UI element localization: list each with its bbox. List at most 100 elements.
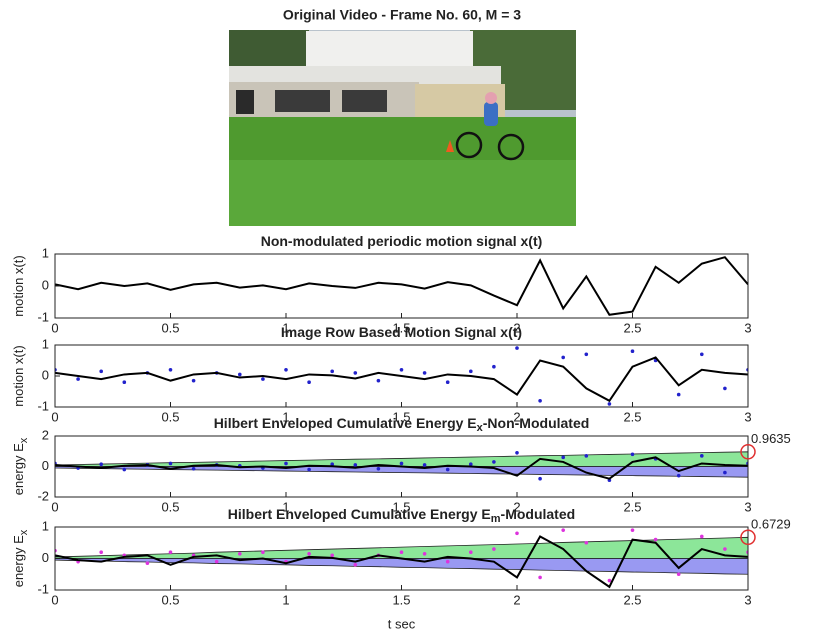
signal-dot xyxy=(307,380,311,385)
signal-dot xyxy=(376,378,381,383)
signal-dot xyxy=(353,563,358,567)
y-tick-label: 0 xyxy=(42,367,49,382)
x-tick-label: 1.5 xyxy=(392,592,410,607)
signal-dot xyxy=(584,352,589,357)
y-tick-label: 0 xyxy=(42,550,49,565)
x-tick-label: 2.5 xyxy=(623,320,641,335)
signal-dot xyxy=(469,369,473,374)
signal-dot xyxy=(399,461,404,466)
signal-line xyxy=(55,456,748,480)
axes-title: Hilbert Enveloped Cumulative Energy Em-M… xyxy=(228,506,575,525)
y-tick-label: -2 xyxy=(37,488,49,503)
signal-dot xyxy=(630,528,635,532)
x-tick-label: 2.5 xyxy=(623,409,641,424)
signal-dot xyxy=(538,575,542,580)
y-axis-label: motion x(t) xyxy=(11,255,26,316)
x-tick-label: 1 xyxy=(282,592,289,607)
plot-area xyxy=(55,528,748,589)
signal-dot xyxy=(607,402,612,406)
signal-dot xyxy=(445,559,450,564)
y-tick-label: 1 xyxy=(42,336,49,351)
y-axis-label: motion x(t) xyxy=(11,345,26,406)
signal-line xyxy=(55,256,748,316)
axes-title: Hilbert Enveloped Cumulative Energy Ex-N… xyxy=(214,415,590,434)
video-frame xyxy=(229,30,576,226)
signal-dot xyxy=(284,461,288,466)
signal-dot xyxy=(515,531,519,536)
signal-dot xyxy=(191,378,196,383)
x-tick-label: 2 xyxy=(513,409,520,424)
signal-dot xyxy=(700,534,704,539)
signal-dot xyxy=(284,368,288,372)
y-tick-label: -1 xyxy=(37,309,49,324)
x-tick-label: 1 xyxy=(282,409,289,424)
annotation-marker xyxy=(740,444,756,460)
plot-area xyxy=(55,256,748,316)
envelope-band xyxy=(55,558,748,575)
signal-dot xyxy=(607,578,612,583)
x-tick-label: 2.5 xyxy=(623,499,641,514)
signal-dot xyxy=(168,461,173,466)
x-tick-label: 2.5 xyxy=(623,592,641,607)
signal-dot xyxy=(676,473,681,478)
x-tick-label: 1 xyxy=(282,499,289,514)
signal-dot xyxy=(145,561,150,566)
signal-dot xyxy=(399,368,404,372)
signal-dot xyxy=(168,550,173,554)
signal-dot xyxy=(330,462,335,467)
signal-dot xyxy=(515,450,519,455)
y-tick-label: 1 xyxy=(42,245,49,260)
plot-area xyxy=(55,346,748,406)
y-label-subscript: x xyxy=(18,437,30,443)
x-tick-label: 0.5 xyxy=(161,409,179,424)
x-tick-label: 0.5 xyxy=(161,320,179,335)
x-tick-label: 0 xyxy=(51,499,58,514)
y-tick-label: -1 xyxy=(37,581,49,596)
axes-title: Image Row Based Motion Signal x(t) xyxy=(281,324,522,340)
signal-dot xyxy=(723,386,727,391)
signal-dot xyxy=(191,466,196,471)
signal-dot xyxy=(653,537,658,542)
x-tick-label: 0.5 xyxy=(161,592,179,607)
signal-dot xyxy=(376,466,381,471)
x-tick-label: 1.5 xyxy=(392,409,410,424)
title-text: Non-modulated periodic motion signal x(t… xyxy=(261,233,543,249)
x-axis-label: t sec xyxy=(388,616,416,631)
signal-dot xyxy=(700,454,704,458)
signal-dot xyxy=(515,346,519,350)
signal-dot xyxy=(99,550,103,554)
signal-dot xyxy=(399,550,404,554)
signal-dot xyxy=(469,462,473,467)
y-label-text: motion x(t) xyxy=(11,255,26,316)
signal-dot xyxy=(261,550,265,554)
figure-title: Original Video - Frame No. 60, M = 3 xyxy=(283,7,521,23)
signal-dot xyxy=(676,572,681,577)
x-tick-label: 0 xyxy=(51,592,58,607)
x-tick-label: 1.5 xyxy=(392,320,410,335)
annotation-label: 0.6729 xyxy=(751,517,791,532)
signal-dot xyxy=(630,452,635,457)
signal-dot xyxy=(168,368,173,372)
signal-dot xyxy=(353,371,358,375)
x-tick-label: 3 xyxy=(744,320,751,335)
signal-line xyxy=(55,535,748,589)
x-tick-label: 0 xyxy=(51,409,58,424)
signal-dot xyxy=(422,551,427,556)
y-label-subscript: x xyxy=(18,529,30,535)
y-label-text: energy E xyxy=(11,535,26,587)
signal-dot xyxy=(422,371,427,375)
signal-dot xyxy=(469,550,473,554)
signal-dot xyxy=(676,392,681,397)
title-subscript: m xyxy=(491,513,501,525)
signal-dot xyxy=(99,462,103,467)
signal-dot xyxy=(584,454,589,458)
signal-dot xyxy=(723,470,727,475)
signal-dot xyxy=(492,547,496,551)
y-label-text: energy E xyxy=(11,443,26,495)
signal-dot xyxy=(330,553,335,558)
y-axis-label: energy Ex xyxy=(11,529,29,587)
signal-dot xyxy=(214,559,219,564)
